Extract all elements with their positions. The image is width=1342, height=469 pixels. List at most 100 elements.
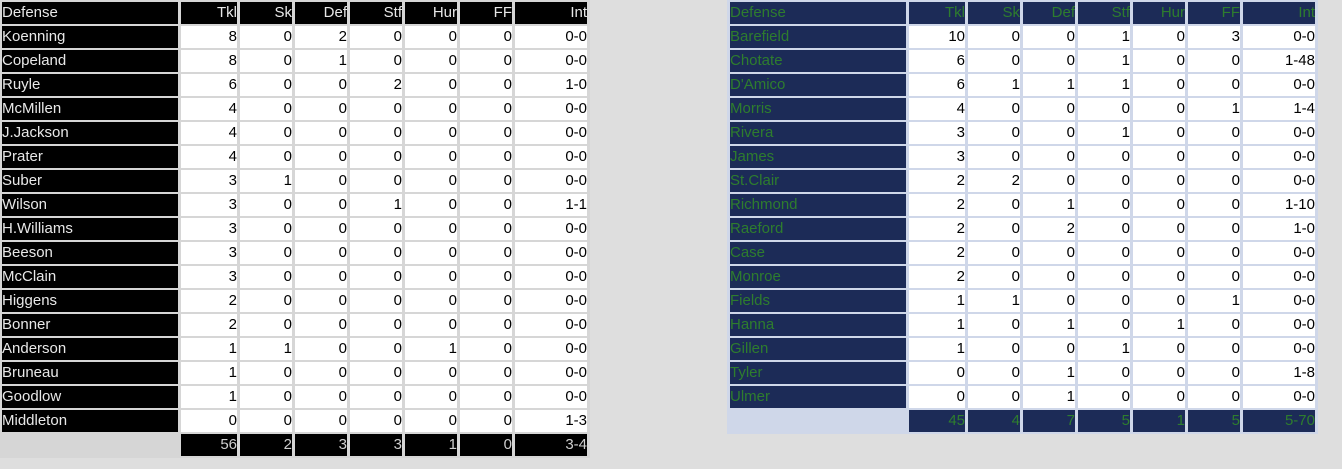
stat-cell: 0-0	[515, 314, 587, 336]
column-header-hur: Hur	[405, 2, 457, 24]
stat-cell: 0-0	[1243, 146, 1315, 168]
stat-cell: 1	[181, 362, 237, 384]
stat-cell: 0	[240, 146, 292, 168]
stat-cell: 0	[240, 410, 292, 432]
stat-cell: 0	[1133, 74, 1185, 96]
player-row: Barefield 10 0 0 1 0 3 0-0	[730, 26, 1315, 48]
stat-cell: 1-0	[515, 74, 587, 96]
stat-cell: 1	[1023, 314, 1075, 336]
stat-cell: 0	[350, 218, 402, 240]
stat-cell: 0	[460, 386, 512, 408]
stat-cell: 0	[295, 146, 347, 168]
stat-cell: 0	[405, 122, 457, 144]
stat-cell: 0	[1133, 362, 1185, 384]
total-cell: 7	[1023, 410, 1075, 432]
header-row: Defense Tkl Sk Def Stf Hur FF Int	[2, 2, 587, 24]
stat-cell: 0	[295, 194, 347, 216]
stat-cell: 2	[909, 194, 965, 216]
stat-cell: 1	[1078, 122, 1130, 144]
stat-cell: 0	[460, 266, 512, 288]
stat-cell: 0	[968, 338, 1020, 360]
player-name-cell: Bruneau	[2, 362, 178, 384]
stat-cell: 2	[181, 314, 237, 336]
defense-table-right: Defense Tkl Sk Def Stf Hur FF Int Barefield 10 0 0 1…	[727, 0, 1318, 434]
player-row: Monroe 2 0 0 0 0 0 0-0	[730, 266, 1315, 288]
stat-cell: 0	[968, 218, 1020, 240]
stat-cell: 0	[1188, 362, 1240, 384]
player-row: McMillen 4 0 0 0 0 0 0-0	[2, 98, 587, 120]
column-header-hur: Hur	[1133, 2, 1185, 24]
column-header-defense: Defense	[2, 2, 178, 24]
stat-cell: 0	[1023, 170, 1075, 192]
stat-cell: 0	[1078, 386, 1130, 408]
stat-cell: 0	[350, 98, 402, 120]
stat-cell: 0	[1078, 146, 1130, 168]
column-header-tkl: Tkl	[181, 2, 237, 24]
stat-cell: 0-0	[515, 218, 587, 240]
player-name-cell: Barefield	[730, 26, 906, 48]
stat-cell: 1-4	[1243, 98, 1315, 120]
stat-cell: 0	[405, 194, 457, 216]
stat-cell: 0	[1078, 266, 1130, 288]
player-name-cell: Tyler	[730, 362, 906, 384]
total-cell: 4	[968, 410, 1020, 432]
stat-cell: 2	[350, 74, 402, 96]
stat-cell: 1	[181, 386, 237, 408]
stat-cell: 0-0	[515, 386, 587, 408]
stat-cell: 0-0	[1243, 266, 1315, 288]
stat-cell: 1	[968, 74, 1020, 96]
stat-cell: 0	[1023, 98, 1075, 120]
player-row: McClain 3 0 0 0 0 0 0-0	[2, 266, 587, 288]
player-row: Morris 4 0 0 0 0 1 1-4	[730, 98, 1315, 120]
stat-cell: 0	[1133, 50, 1185, 72]
stat-cell: 0	[350, 26, 402, 48]
stat-cell: 0	[240, 266, 292, 288]
stat-cell: 1	[1188, 98, 1240, 120]
player-row: Case 2 0 0 0 0 0 0-0	[730, 242, 1315, 264]
stat-cell: 0	[240, 386, 292, 408]
stat-cell: 0	[460, 338, 512, 360]
stat-cell: 0	[1133, 170, 1185, 192]
stat-cell: 1	[350, 194, 402, 216]
player-name-cell: Fields	[730, 290, 906, 312]
total-cell: 3	[350, 434, 402, 456]
stat-cell: 0	[1023, 26, 1075, 48]
player-row: Chotate 6 0 0 1 0 0 1-48	[730, 50, 1315, 72]
player-name-cell: Hanna	[730, 314, 906, 336]
total-cell: 3	[295, 434, 347, 456]
stat-cell: 0	[460, 122, 512, 144]
player-row: Gillen 1 0 0 1 0 0 0-0	[730, 338, 1315, 360]
stat-cell: 0	[1078, 98, 1130, 120]
stat-cell: 1	[909, 290, 965, 312]
player-name-cell: Wilson	[2, 194, 178, 216]
stat-cell: 0	[1023, 146, 1075, 168]
stat-cell: 10	[909, 26, 965, 48]
player-row: Goodlow 1 0 0 0 0 0 0-0	[2, 386, 587, 408]
stat-cell: 2	[1023, 218, 1075, 240]
stat-cell: 0-0	[515, 26, 587, 48]
stat-cell: 1	[909, 314, 965, 336]
stat-cell: 0	[1188, 146, 1240, 168]
column-header-ff: FF	[460, 2, 512, 24]
stat-cell: 1	[1078, 50, 1130, 72]
stat-cell: 0	[350, 362, 402, 384]
stat-cell: 0-0	[515, 242, 587, 264]
stat-cell: 0	[460, 218, 512, 240]
player-row: James 3 0 0 0 0 0 0-0	[730, 146, 1315, 168]
stat-cell: 0	[460, 242, 512, 264]
stat-cell: 0	[405, 290, 457, 312]
stat-cell: 3	[181, 170, 237, 192]
stat-cell: 0	[1078, 194, 1130, 216]
player-name-cell: Prater	[2, 146, 178, 168]
stat-cell: 0	[460, 26, 512, 48]
stat-cell: 0	[1078, 218, 1130, 240]
total-cell: 5	[1078, 410, 1130, 432]
stat-cell: 3	[909, 122, 965, 144]
stat-cell: 2	[181, 290, 237, 312]
stat-cell: 0	[968, 146, 1020, 168]
stat-cell: 0	[295, 410, 347, 432]
stat-cell: 1	[968, 290, 1020, 312]
stat-cell: 0	[405, 314, 457, 336]
stat-cell: 0	[405, 362, 457, 384]
